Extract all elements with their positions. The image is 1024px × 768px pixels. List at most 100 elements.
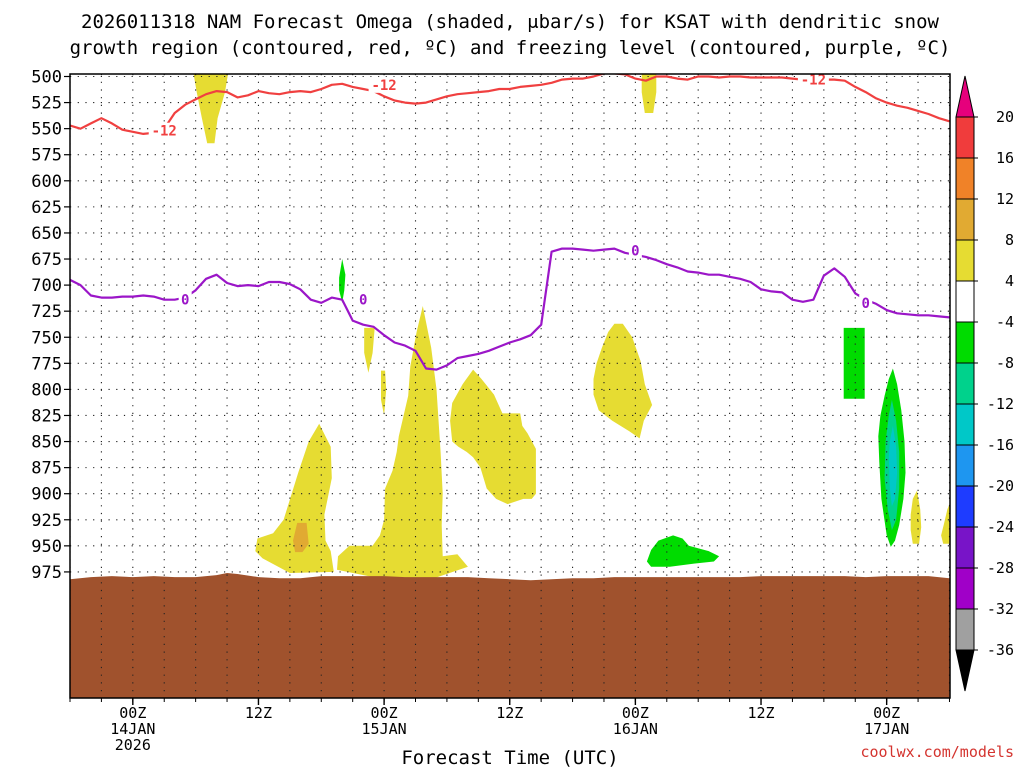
contour-label-1-0: 0: [181, 293, 189, 309]
x-tick-label: 00Z: [371, 704, 398, 722]
plot-area: -12 -12 -12 0 0 0 0: [70, 73, 950, 698]
colorbar-label--20: -20: [987, 477, 1014, 495]
contour-label-bg: [148, 122, 180, 139]
colorbar-bin--12--8: [955, 362, 975, 405]
y-tick-label-950: 950: [31, 537, 62, 557]
x-tick-label: 2026: [115, 736, 151, 754]
omega-region-yellow-5: [364, 327, 375, 373]
x-tick-label: 12Z: [747, 704, 774, 722]
colorbar-bin-12-16: [955, 157, 975, 200]
colorbar-under-triangle: [955, 649, 975, 692]
x-tick-label: 00Z: [873, 704, 900, 722]
colorbar-bin--8--4: [955, 321, 975, 364]
y-tick-label-900: 900: [31, 485, 62, 505]
colorbar-bin--20--16: [955, 444, 975, 487]
omega-region-yellow-4: [337, 306, 468, 581]
contour-label-0-0: -12: [152, 124, 177, 140]
x-tick-label: 15JAN: [362, 720, 407, 738]
x-tick-label: 14JAN: [110, 720, 155, 738]
contour-label-1-3: 0: [862, 296, 870, 312]
x-tick-label: 12Z: [496, 704, 523, 722]
colorbar-bin--4-4: [955, 280, 975, 323]
y-tick-label-675: 675: [31, 250, 62, 270]
gridlines: [70, 74, 950, 698]
x-tick-label: 16JAN: [613, 720, 658, 738]
contour-label-0-1: -12: [371, 78, 396, 94]
omega-region-yellow-2: [641, 74, 657, 113]
y-tick-label-550: 550: [31, 120, 62, 140]
colorbar-bin-4-8: [955, 239, 975, 282]
x-tick-label: 12Z: [245, 704, 272, 722]
contour-label-bg: [368, 76, 400, 93]
contour-label-1-2: 0: [631, 244, 639, 260]
colorbar-label--16: -16: [987, 436, 1014, 454]
y-tick-label-800: 800: [31, 380, 62, 400]
colorbar-label--4: -4: [996, 313, 1014, 331]
y-tick-label-700: 700: [31, 276, 62, 296]
colorbar-label--8: -8: [996, 354, 1014, 372]
colorbar-label--32: -32: [987, 600, 1014, 618]
omega-region-cyan-1: [888, 425, 898, 507]
colorbar-bin--32--28: [955, 567, 975, 610]
y-tick-label-975: 975: [31, 563, 62, 583]
x-axis-label: Forecast Time (UTC): [401, 747, 618, 768]
x-tick-label: 17JAN: [864, 720, 909, 738]
omega-region-yellow-3: [255, 423, 334, 573]
x-tick-label: 00Z: [119, 704, 146, 722]
contour-label-bg: [628, 242, 642, 259]
y-tick-label-600: 600: [31, 172, 62, 192]
colorbar-label--24: -24: [987, 518, 1014, 536]
y-tick-label-825: 825: [31, 406, 62, 426]
colorbar-bin--28--24: [955, 526, 975, 569]
colorbar-label-4: 4: [1005, 272, 1014, 290]
y-axis: 500 525 550 575 600 625 650 675 700 725 750 775 800 8…: [31, 68, 70, 583]
contour-label-bg: [356, 291, 370, 308]
y-tick-label-525: 525: [31, 94, 62, 114]
colorbar-bin--24--20: [955, 485, 975, 528]
colorbar-bin--16--12: [955, 403, 975, 446]
colorbar-label--28: -28: [987, 559, 1014, 577]
omega-region-yellow-10: [941, 504, 950, 544]
omega-region-yellow-8: [593, 323, 653, 439]
title-line-2: growth region (contoured, red, ºC) and f…: [70, 37, 951, 59]
omega-region-yellow-9: [910, 490, 922, 544]
y-tick-label-725: 725: [31, 302, 62, 322]
contours: -12 -12 -12 0 0 0 0: [70, 73, 950, 371]
y-tick-label-575: 575: [31, 146, 62, 166]
terrain-surface: [70, 573, 950, 698]
contour-label-1-1: 0: [359, 293, 367, 309]
y-tick-label-850: 850: [31, 433, 62, 453]
colorbar-label-12: 12: [996, 190, 1014, 208]
y-tick-label-500: 500: [31, 68, 62, 88]
y-tick-label-650: 650: [31, 224, 62, 244]
y-tick-label-875: 875: [31, 459, 62, 479]
y-tick-label-625: 625: [31, 198, 62, 218]
omega-region-orange-1: [293, 522, 309, 553]
colorbar: 20 16 12 8 4 -4 -8 -12 -16 -20 -24 -28 -32 -36: [955, 75, 1014, 692]
contour-label-bg: [178, 291, 192, 308]
colorbar-bin-8-12: [955, 198, 975, 241]
y-tick-label-775: 775: [31, 354, 62, 374]
credit-text: coolwx.com/models: [860, 743, 1014, 761]
terrain-layer: [70, 573, 950, 698]
omega-region-green-3: [646, 535, 720, 567]
contour-label-0-2: -12: [801, 73, 826, 89]
omega-region-green-2: [843, 327, 865, 399]
contour-label-bg: [797, 74, 829, 88]
colorbar-label-8: 8: [1005, 231, 1014, 249]
colorbar-bin-16-20: [955, 116, 975, 159]
omega-region-yellow-6: [381, 370, 387, 416]
colorbar-label-16: 16: [996, 149, 1014, 167]
omega-region-yellow-7: [450, 369, 536, 505]
colorbar-label--36: -36: [987, 641, 1014, 659]
contour-line-1: [70, 247, 950, 371]
colorbar-label--12: -12: [987, 395, 1014, 413]
colorbar-bin--36--32: [955, 608, 975, 651]
omega-region-green-1: [339, 259, 346, 303]
contour-label-bg: [859, 294, 873, 311]
title-line-1: 2026011318 NAM Forecast Omega (shaded, μ…: [81, 11, 939, 33]
y-tick-label-750: 750: [31, 328, 62, 348]
omega-shading: [193, 74, 950, 581]
